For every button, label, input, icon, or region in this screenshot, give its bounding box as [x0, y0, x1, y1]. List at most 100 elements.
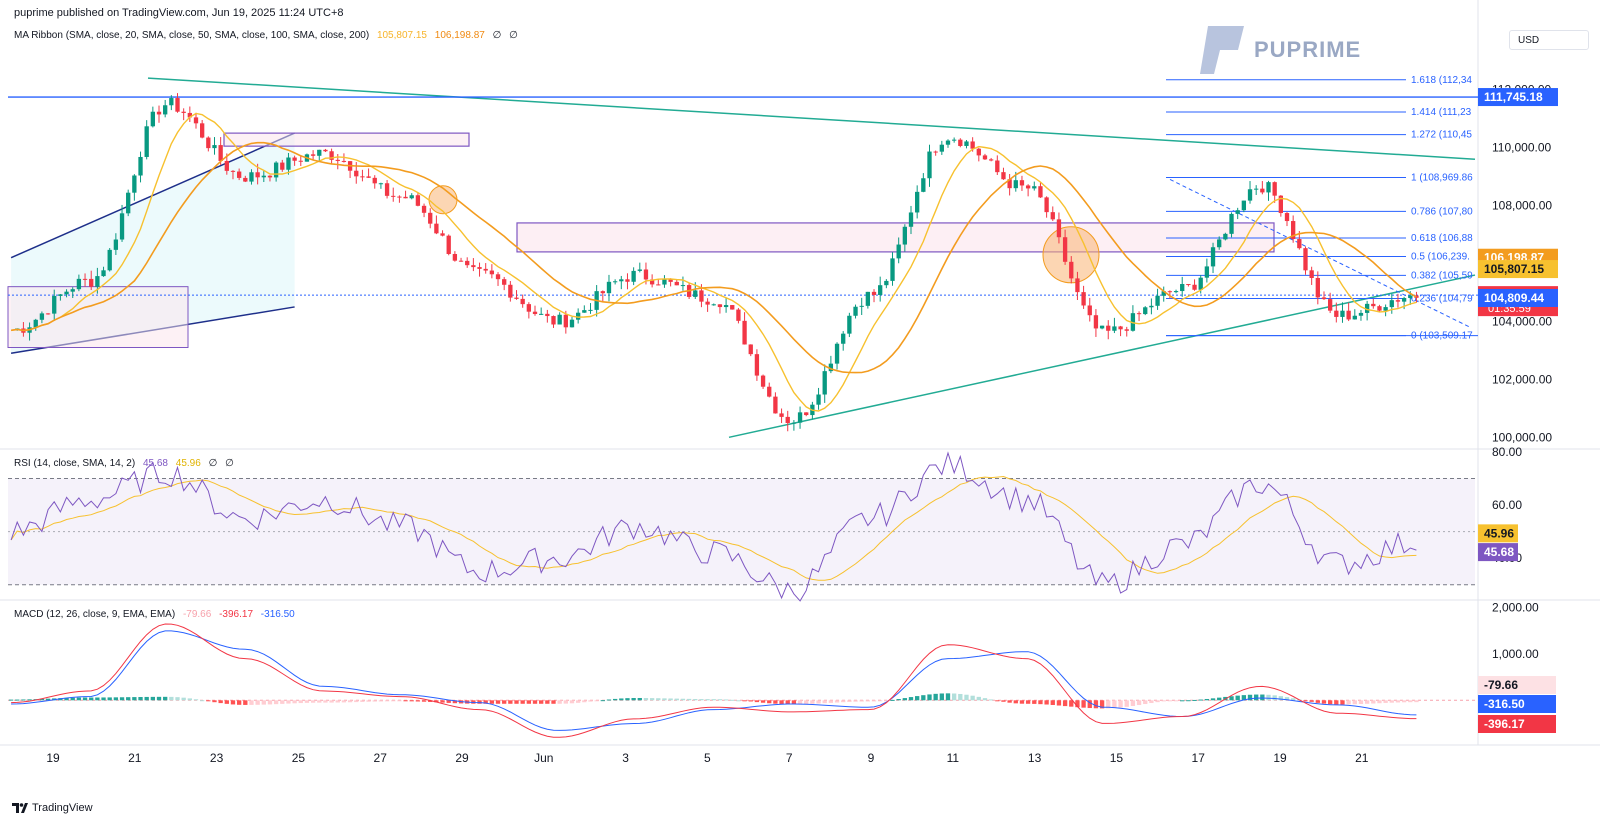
- macd-histogram-bar: [921, 695, 926, 701]
- candle-body: [1093, 315, 1099, 329]
- price-marker-label: 111,745.18: [1484, 90, 1543, 104]
- fib-level-label: 0.618 (106,88: [1411, 233, 1473, 244]
- macd-histogram-bar: [1155, 700, 1160, 703]
- candle-body: [1025, 185, 1031, 189]
- macd-histogram-bar: [773, 700, 778, 704]
- time-tick-label: 19: [1273, 751, 1287, 765]
- macd-histogram-bar: [976, 696, 981, 701]
- macd-signal-line: [11, 630, 1417, 731]
- candle-body: [896, 244, 901, 259]
- macd-histogram-bar: [1303, 700, 1308, 702]
- time-tick-label: 7: [786, 751, 793, 765]
- ma-legend-value-2: 106,198.87: [434, 30, 485, 41]
- macd-histogram-bar: [397, 700, 402, 702]
- macd-marker-label: -396.17: [1484, 717, 1525, 731]
- brand-logo-icon: [1200, 26, 1244, 74]
- macd-marker-badge: [1478, 676, 1556, 694]
- macd-histogram-bar: [951, 693, 957, 701]
- macd-histogram-bar: [816, 700, 821, 704]
- macd-histogram-bar: [1032, 700, 1037, 704]
- price-marker-badge: [1478, 260, 1558, 279]
- macd-histogram-bar: [711, 699, 716, 701]
- candle-body: [760, 375, 766, 387]
- macd-histogram-bar: [1383, 700, 1388, 703]
- candle-body: [563, 314, 568, 328]
- macd-histogram-bar: [273, 700, 279, 705]
- candle-body: [58, 294, 63, 296]
- candle-body: [1395, 300, 1401, 302]
- macd-histogram-bar: [797, 700, 803, 705]
- macd-histogram-bar: [514, 700, 519, 704]
- rsi-band-fill: [8, 478, 1475, 585]
- macd-histogram-bar: [884, 700, 889, 702]
- macd-histogram-bar: [686, 698, 692, 701]
- tradingview-footer-text: TradingView: [32, 802, 93, 814]
- rsi-legend[interactable]: RSI (14, close, SMA, 14, 2) 45.68 45.96 …: [14, 458, 239, 469]
- candle-body: [323, 149, 328, 152]
- macd-histogram-bar: [791, 700, 797, 705]
- candle-body: [514, 297, 519, 299]
- macd-line: [11, 623, 1417, 738]
- candle-body: [1155, 295, 1160, 306]
- macd-histogram-bar: [933, 693, 938, 701]
- candle-body: [175, 98, 180, 112]
- candle-body: [970, 141, 975, 149]
- ma-ribbon-legend[interactable]: MA Ribbon (SMA, close, 20, SMA, close, 5…: [14, 30, 523, 41]
- candle-body: [662, 279, 667, 285]
- time-tick-label: 27: [374, 751, 388, 765]
- macd-histogram-bar: [483, 700, 488, 704]
- rsi-marker-label: 45.96: [1484, 526, 1514, 540]
- candle-body: [1167, 291, 1173, 293]
- macd-histogram-bar: [730, 699, 735, 701]
- macd-histogram-bar: [384, 700, 390, 702]
- macd-histogram-bar: [1241, 695, 1247, 701]
- macd-histogram-bar: [335, 700, 340, 703]
- macd-histogram-bar: [1254, 694, 1259, 701]
- candle-body: [859, 305, 864, 307]
- macd-histogram-bar: [508, 700, 513, 704]
- candle-body: [132, 175, 137, 193]
- macd-histogram-bar: [175, 697, 180, 701]
- macd-histogram-bar: [717, 699, 723, 701]
- macd-histogram-bar: [612, 698, 618, 701]
- candle-body: [1007, 179, 1012, 189]
- brand-watermark: PUPRIME: [1198, 24, 1361, 76]
- macd-histogram-bar: [304, 700, 310, 703]
- macd-histogram-bar: [495, 700, 501, 704]
- candle-body: [797, 412, 803, 423]
- candle-body: [150, 111, 156, 127]
- candle-body: [82, 278, 88, 280]
- candle-body: [649, 279, 655, 285]
- macd-histogram-bar: [76, 697, 82, 701]
- macd-histogram-bar: [206, 700, 211, 702]
- time-tick-label: Jun: [534, 751, 553, 765]
- macd-histogram-bar: [298, 700, 303, 704]
- candle-body: [1377, 306, 1382, 311]
- macd-histogram-bar: [1192, 699, 1197, 701]
- macd-histogram-bar: [927, 694, 932, 701]
- candle-body: [1173, 291, 1179, 293]
- macd-histogram-bar: [39, 698, 45, 701]
- macd-histogram-bar: [939, 693, 944, 701]
- macd-histogram-bar: [637, 697, 642, 701]
- macd-histogram-bar: [545, 700, 550, 704]
- candle-body: [52, 295, 57, 314]
- candle-body: [1364, 303, 1370, 313]
- rsi-legend-value-2: 45.96: [175, 458, 201, 469]
- candle-body: [193, 117, 199, 124]
- macd-histogram-bar: [945, 693, 951, 701]
- macd-legend[interactable]: MACD (12, 26, close, 9, EMA, EMA) -79.66…: [14, 609, 300, 620]
- macd-histogram-bar: [452, 700, 458, 704]
- candle-body: [113, 239, 119, 250]
- candle-body: [1186, 284, 1191, 286]
- candle-body: [329, 151, 334, 160]
- candle-body: [545, 313, 550, 317]
- candle-body: [286, 157, 291, 170]
- channel-upper-line: [10, 132, 295, 259]
- macd-histogram-bar: [163, 696, 168, 701]
- candle-body: [1217, 239, 1222, 248]
- currency-selector[interactable]: USD: [1509, 30, 1589, 50]
- brand-name: PUPRIME: [1254, 37, 1362, 62]
- candle-body: [693, 290, 698, 297]
